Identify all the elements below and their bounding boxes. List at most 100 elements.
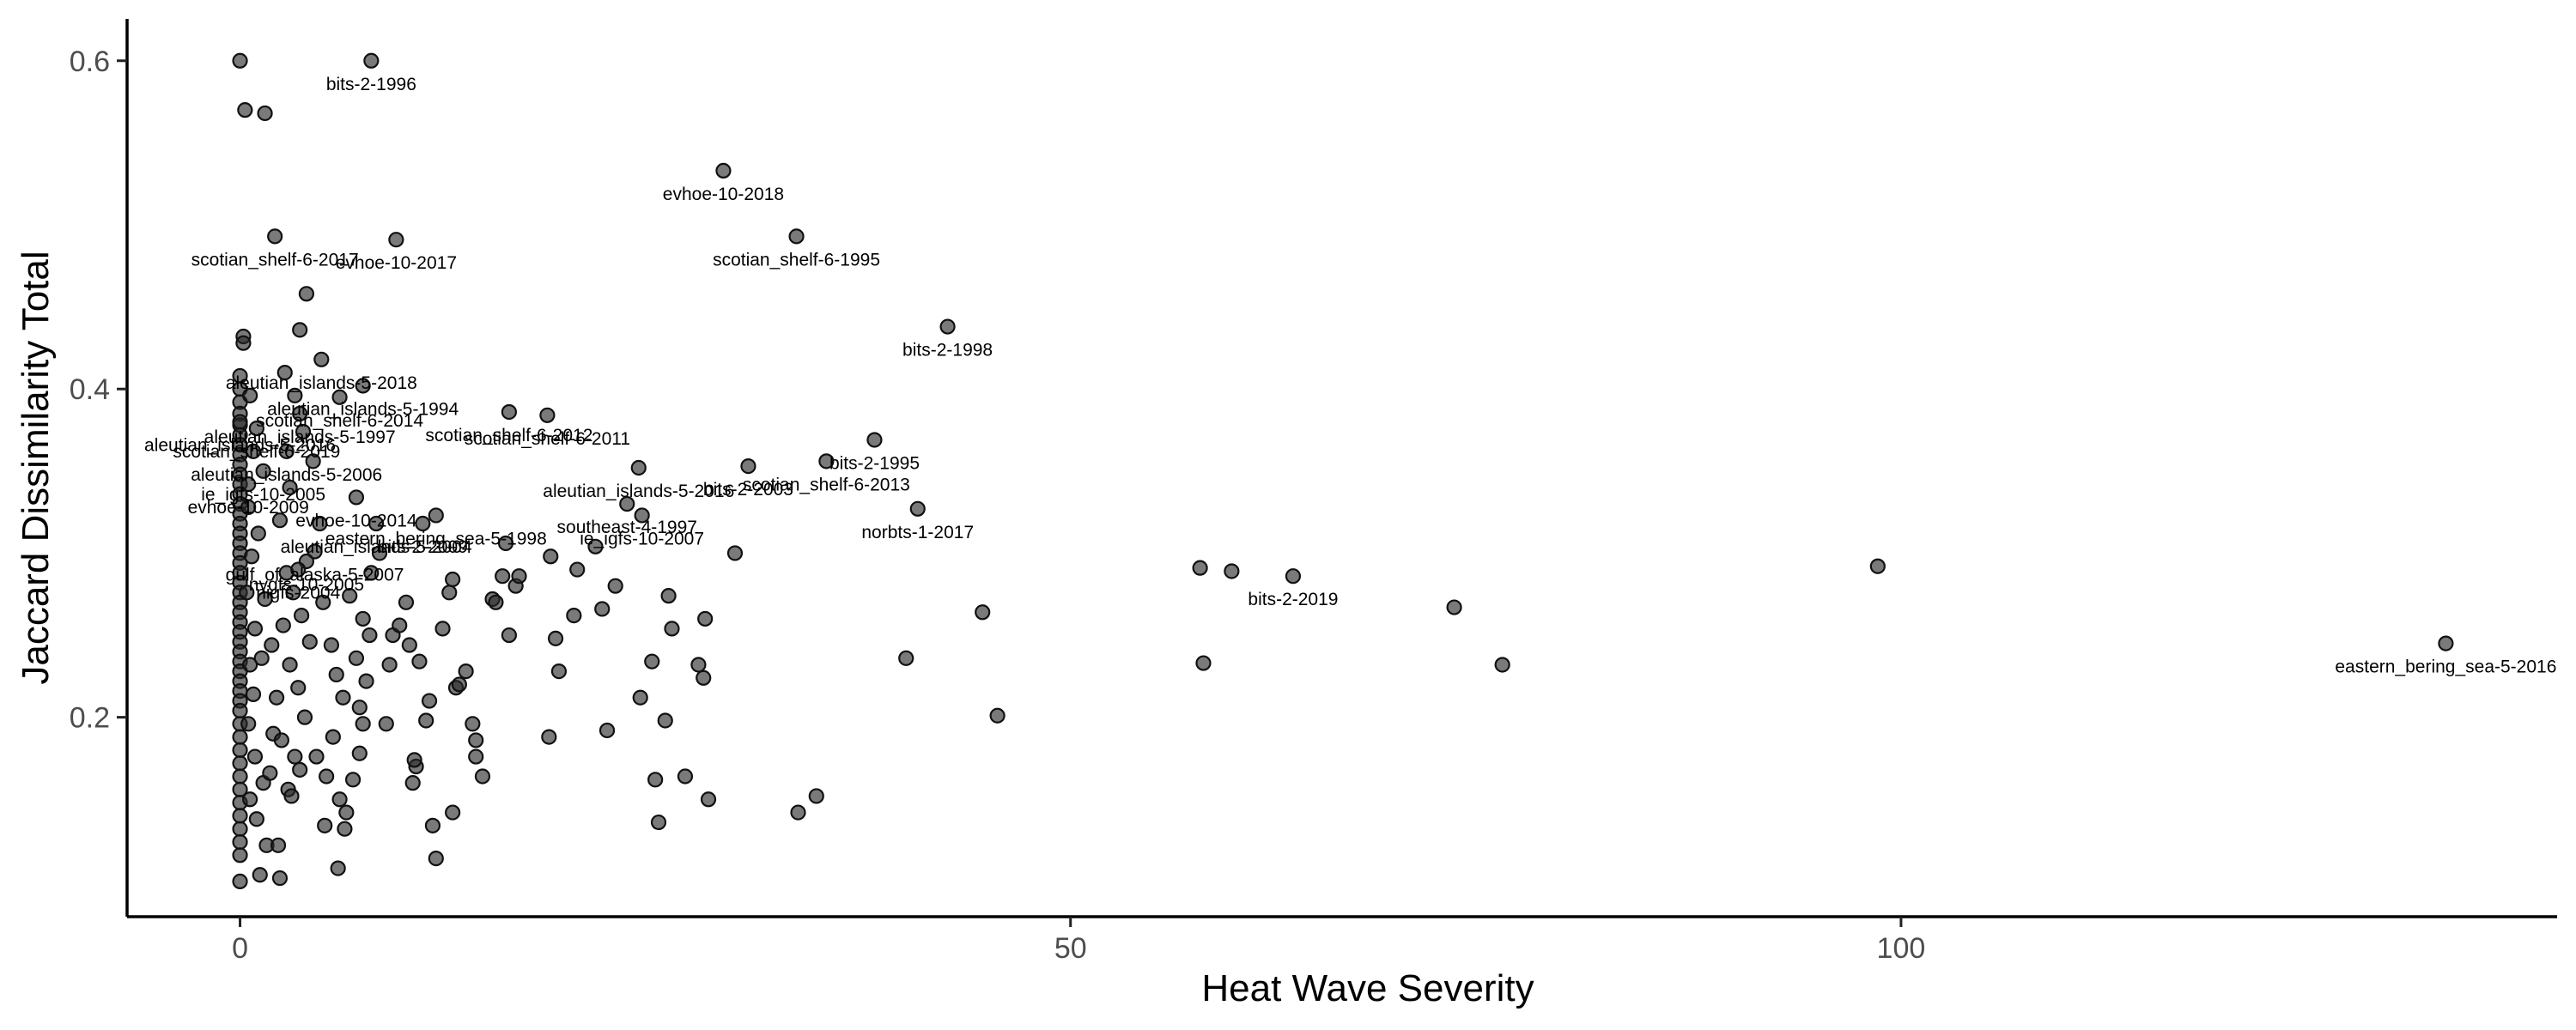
data-point — [242, 657, 258, 673]
data-point — [282, 479, 298, 496]
data-point — [351, 700, 368, 716]
labeled-data-point — [248, 421, 264, 437]
y-axis-title: Jaccard Dissimilarity Total — [15, 251, 57, 684]
point-label: eastern_bering_sea-5-1998 — [325, 529, 547, 548]
data-point — [331, 791, 348, 808]
data-point — [276, 364, 293, 381]
data-point — [378, 716, 394, 732]
data-point — [404, 775, 421, 791]
point-label: scotian_shelf-6-2013 — [743, 475, 910, 494]
data-point — [232, 755, 248, 772]
data-point — [268, 689, 285, 706]
data-point — [594, 601, 611, 617]
data-point — [543, 548, 559, 565]
labeled-data-point — [292, 405, 308, 421]
labeled-data-point — [818, 453, 835, 470]
point-label: norbts-1-2017 — [861, 523, 974, 542]
data-point — [237, 102, 253, 118]
y-tick-label: 0.6 — [70, 45, 110, 78]
points-layer — [232, 52, 2454, 889]
point-label: nigfs-2004 — [256, 584, 340, 603]
data-point — [283, 788, 300, 804]
labeled-data-point — [740, 457, 756, 475]
data-point — [361, 627, 378, 644]
data-point — [445, 804, 461, 821]
data-point — [657, 712, 673, 729]
data-point — [335, 689, 351, 706]
labeled-data-point — [715, 162, 732, 179]
data-point — [468, 748, 484, 765]
labeled-data-point — [788, 228, 805, 245]
data-point — [296, 709, 313, 725]
data-point — [245, 443, 262, 459]
labeled-data-point — [539, 407, 556, 423]
data-point — [495, 568, 511, 585]
labeled-data-point — [939, 318, 956, 335]
data-point — [232, 808, 248, 824]
data-point — [275, 617, 291, 633]
data-point — [325, 729, 341, 745]
x-tick-label: 0 — [232, 932, 248, 965]
labeled-data-point — [290, 561, 307, 578]
labeled-data-point — [619, 495, 635, 512]
point-labels-layer: bits-2-1996 evhoe-10-2018 scotian_shelf-6-… — [144, 75, 2556, 677]
data-point — [441, 585, 458, 601]
data-point — [264, 637, 280, 653]
labeled-data-point — [634, 507, 650, 524]
data-point — [989, 707, 1005, 724]
x-axis-title: Heat Wave Severity — [1201, 967, 1534, 1009]
data-point — [1224, 563, 1240, 579]
data-point — [697, 610, 714, 627]
data-point — [401, 637, 417, 653]
data-point — [501, 627, 518, 644]
data-point — [273, 732, 289, 748]
data-point — [232, 742, 248, 759]
data-point — [398, 594, 415, 610]
labeled-data-point — [415, 515, 431, 532]
data-point — [569, 561, 586, 578]
data-point — [242, 387, 258, 403]
point-label: scotian_shelf-6-2019 — [173, 442, 340, 462]
x-tick-label: 50 — [1054, 932, 1087, 965]
data-point — [458, 663, 474, 680]
data-point — [270, 837, 287, 853]
data-point — [287, 387, 303, 403]
data-point — [245, 686, 262, 702]
data-point — [232, 729, 248, 745]
data-point — [392, 617, 408, 633]
labeled-data-point — [388, 232, 404, 248]
data-point — [342, 588, 358, 604]
data-point — [898, 650, 914, 666]
data-point — [232, 702, 248, 719]
data-point — [239, 585, 255, 601]
data-point — [700, 791, 717, 808]
data-point — [262, 765, 278, 781]
data-point — [257, 105, 273, 122]
point-label: aleutian_islands-5-1997 — [204, 427, 396, 447]
data-point — [252, 867, 268, 883]
x-tick-label: 100 — [1877, 932, 1926, 965]
data-point — [253, 650, 270, 666]
data-point — [421, 693, 438, 709]
point-label: bits-2-1995 — [829, 453, 920, 473]
data-point — [497, 535, 514, 552]
data-point — [312, 515, 328, 532]
point-label: aleutian_islands-5-1994 — [267, 399, 459, 419]
data-point — [285, 585, 301, 601]
data-point — [355, 716, 371, 732]
point-label: ie_igfs-10-2005 — [201, 485, 325, 505]
data-point — [328, 666, 344, 683]
labeled-data-point — [240, 476, 257, 493]
labeled-data-point — [1285, 568, 1302, 585]
data-point — [607, 578, 623, 594]
data-point — [235, 335, 252, 351]
data-point — [1192, 560, 1208, 576]
point-label: evhoe-10-2014 — [295, 511, 417, 530]
point-label: evhoe-10-2009 — [188, 498, 309, 518]
point-label: bits-2-2019 — [1248, 590, 1338, 609]
data-point — [1494, 657, 1510, 673]
y-axis-ticks: 0.2 0.4 0.6 — [70, 45, 127, 735]
data-point — [330, 860, 346, 876]
data-point — [434, 621, 451, 637]
